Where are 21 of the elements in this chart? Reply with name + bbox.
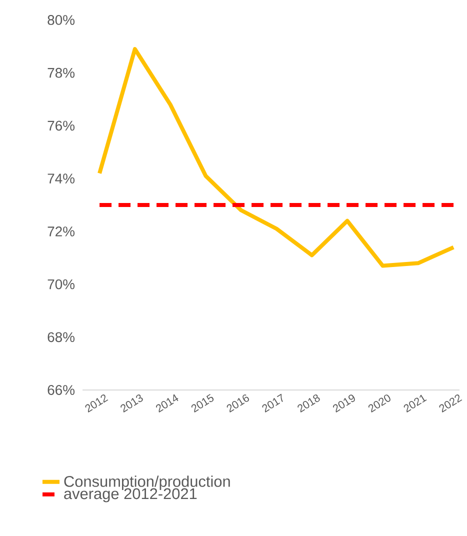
legend-label: average 2012-2021 bbox=[64, 488, 197, 502]
x-tick-label: 2016 bbox=[226, 394, 249, 412]
y-tick-label: 70% bbox=[48, 279, 74, 290]
x-tick-label: 2020 bbox=[368, 394, 390, 412]
y-tick-label: 76% bbox=[48, 120, 74, 131]
y-tick-label: 68% bbox=[48, 332, 74, 342]
x-tick-label: 2022 bbox=[439, 394, 462, 412]
x-tick-label: 2014 bbox=[156, 394, 178, 412]
x-tick-label: 2013 bbox=[120, 394, 143, 412]
y-tick-label: 66% bbox=[48, 385, 74, 395]
y-tick-label: 78% bbox=[48, 68, 74, 78]
x-tick-label: 2018 bbox=[298, 394, 320, 412]
y-tick-label: 72% bbox=[48, 226, 74, 236]
y-tick-label: 74% bbox=[48, 174, 74, 184]
x-tick-label: 2019 bbox=[332, 394, 355, 412]
x-tick-label: 2015 bbox=[191, 394, 214, 412]
x-tick-label: 2021 bbox=[404, 394, 427, 412]
y-tick-label: 80% bbox=[48, 15, 74, 25]
legend-label: Consumption/production bbox=[64, 476, 230, 490]
line-series bbox=[97, 47, 456, 268]
x-tick-label: 2012 bbox=[85, 394, 108, 412]
